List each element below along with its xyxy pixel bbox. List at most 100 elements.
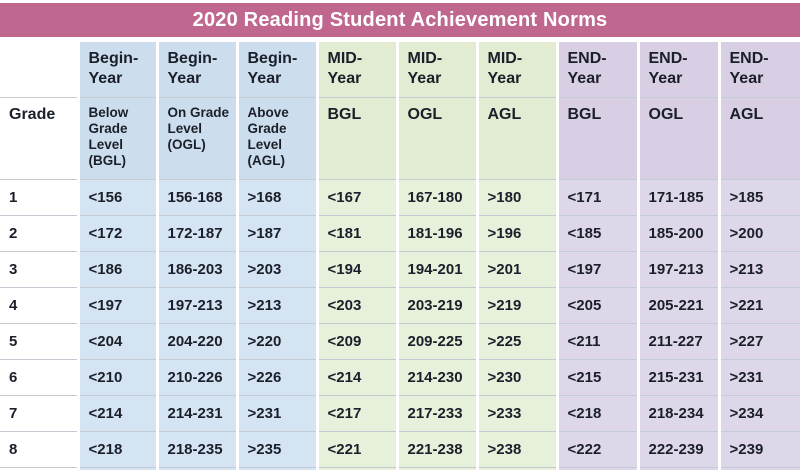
score-range-cell: >226 [235,359,317,396]
score-range-cell: 171-185 [636,179,719,216]
score-range-cell: <197 [555,251,638,288]
score-range-cell: 205-221 [636,287,719,324]
score-range-cell: >230 [475,359,557,396]
table-row: 4 <197 197-213 >213 <203 203-219 >219 <205 205-2… [0,287,800,324]
score-range-cell: <214 [315,359,397,396]
score-range-cell: >220 [235,323,317,360]
score-range-cell: >196 [475,215,557,252]
score-range-cell: 185-200 [636,215,719,252]
score-range-cell: 172-187 [155,215,237,252]
score-range-cell: >225 [475,323,557,360]
score-range-cell: <171 [555,179,638,216]
score-range-cell: >187 [235,215,317,252]
score-range-cell: <204 [76,323,157,360]
grade-column-header: Grade [0,97,78,180]
score-range-cell: >213 [717,251,800,288]
score-range-cell: <186 [76,251,157,288]
score-range-cell: <172 [76,215,157,252]
score-range-cell: <214 [76,395,157,432]
score-range-cell: >239 [717,431,800,468]
score-range-cell: 215-231 [636,359,719,396]
year-header-cell: MID- Year [395,42,477,98]
score-range-cell: <203 [315,287,397,324]
score-range-cell: <211 [555,323,638,360]
level-header-cell: BGL [555,97,638,180]
score-range-cell: <210 [76,359,157,396]
year-header-cell: END- Year [636,42,719,98]
score-range-cell: 181-196 [395,215,477,252]
score-range-cell: >213 [235,287,317,324]
corner-header-cell [0,42,78,98]
score-range-cell: <194 [315,251,397,288]
partial-cell [76,467,157,470]
score-range-cell: <215 [555,359,638,396]
grade-cell: 1 [0,179,78,216]
partial-cell [395,467,477,470]
table-row: 2 <172 172-187 >187 <181 181-196 >196 <185 185-2… [0,215,800,252]
score-range-cell: 222-239 [636,431,719,468]
score-range-cell: >227 [717,323,800,360]
score-range-cell: >180 [475,179,557,216]
score-range-cell: 197-213 [636,251,719,288]
grade-cell: 2 [0,215,78,252]
score-range-cell: 211-227 [636,323,719,360]
score-range-cell: 167-180 [395,179,477,216]
level-header-cell: BGL [315,97,397,180]
grade-cell: 8 [0,431,78,468]
level-header-cell: OGL [395,97,477,180]
score-range-cell: >231 [717,359,800,396]
achievement-norms-table: Begin- Year Begin- Year Begin- Year MID- Ye… [0,42,800,470]
score-range-cell: 218-235 [155,431,237,468]
year-header-cell: END- Year [555,42,638,98]
score-range-cell: 204-220 [155,323,237,360]
score-range-cell: 210-226 [155,359,237,396]
year-header-cell: MID- Year [315,42,397,98]
grade-cell: 3 [0,251,78,288]
header-row-year: Begin- Year Begin- Year Begin- Year MID- Ye… [0,42,800,98]
score-range-cell: >233 [475,395,557,432]
partial-cell [0,467,78,470]
score-range-cell: 156-168 [155,179,237,216]
score-range-cell: >168 [235,179,317,216]
partial-cell [475,467,557,470]
score-range-cell: 217-233 [395,395,477,432]
score-range-cell: <185 [555,215,638,252]
score-range-cell: >185 [717,179,800,216]
level-header-cell: On Grade Level (OGL) [155,97,237,180]
table-row: 6 <210 210-226 >226 <214 214-230 >230 <215 215-2… [0,359,800,396]
table-title-bar: 2020 Reading Student Achievement Norms [0,3,800,37]
score-range-cell: >234 [717,395,800,432]
score-range-cell: 218-234 [636,395,719,432]
grade-cell: 5 [0,323,78,360]
norms-table-body: 1 <156 156-168 >168 <167 167-180 >180 <171 171-1… [0,179,800,470]
score-range-cell: 194-201 [395,251,477,288]
score-range-cell: 214-231 [155,395,237,432]
table-row: 3 <186 186-203 >203 <194 194-201 >201 <197 197-2… [0,251,800,288]
score-range-cell: >238 [475,431,557,468]
level-header-cell: AGL [475,97,557,180]
level-header-cell: Above Grade Level (AGL) [235,97,317,180]
score-range-cell: <218 [555,395,638,432]
score-range-cell: 221-238 [395,431,477,468]
table-row: 7 <214 214-231 >231 <217 217-233 >233 <218 218-2… [0,395,800,432]
grade-cell: 7 [0,395,78,432]
score-range-cell: <217 [315,395,397,432]
partial-cell [555,467,638,470]
score-range-cell: <221 [315,431,397,468]
score-range-cell: 186-203 [155,251,237,288]
level-header-cell: OGL [636,97,719,180]
score-range-cell: >235 [235,431,317,468]
level-header-cell: AGL [717,97,800,180]
score-range-cell: >201 [475,251,557,288]
partial-cell [235,467,317,470]
score-range-cell: >219 [475,287,557,324]
year-header-cell: Begin- Year [76,42,157,98]
score-range-cell: 203-219 [395,287,477,324]
score-range-cell: <156 [76,179,157,216]
score-range-cell: <209 [315,323,397,360]
score-range-cell: >203 [235,251,317,288]
score-range-cell: >231 [235,395,317,432]
score-range-cell: <197 [76,287,157,324]
score-range-cell: >200 [717,215,800,252]
